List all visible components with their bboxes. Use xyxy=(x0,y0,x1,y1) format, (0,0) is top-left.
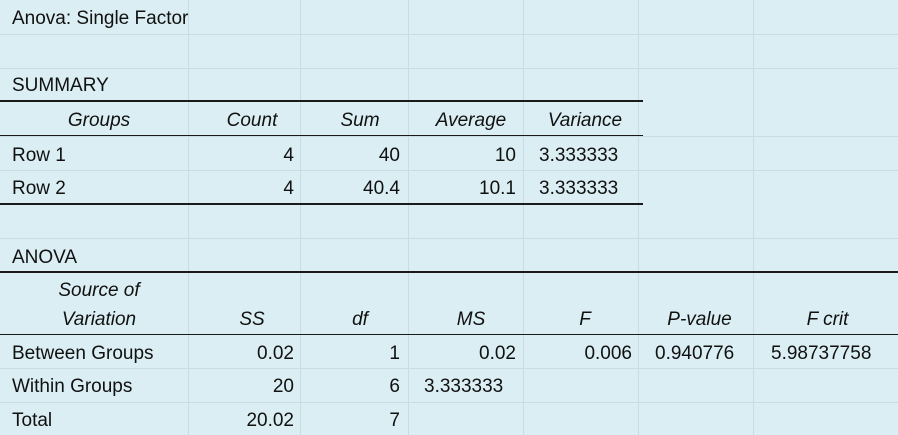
summary-cell: 40 xyxy=(378,145,400,166)
anova-header-rule xyxy=(0,334,898,335)
summary-header-average: Average xyxy=(435,110,507,131)
gridline xyxy=(300,0,301,435)
anova-cell: 3.333333 xyxy=(424,376,504,397)
anova-top-rule xyxy=(0,271,898,273)
anova-header-f: F xyxy=(579,309,591,330)
gridline xyxy=(523,0,524,435)
summary-header-groups: Groups xyxy=(67,110,131,131)
summary-row-label: Row 1 xyxy=(12,145,66,166)
anova-header-df: df xyxy=(352,309,368,330)
summary-cell: 4 xyxy=(283,178,294,199)
gridline xyxy=(638,0,639,435)
summary-cell: 10.1 xyxy=(479,178,516,199)
gridline xyxy=(0,170,898,171)
gridline xyxy=(0,34,898,35)
summary-cell: 10 xyxy=(494,145,516,166)
anova-cell: 7 xyxy=(389,410,400,431)
anova-row-label: Within Groups xyxy=(12,376,133,397)
summary-cell: 3.333333 xyxy=(539,178,619,199)
gridline xyxy=(188,0,189,435)
anova-cell: 0.006 xyxy=(584,343,632,364)
anova-label: ANOVA xyxy=(12,247,78,268)
anova-row-label: Between Groups xyxy=(12,343,154,364)
anova-header-p-value: P-value xyxy=(667,309,732,330)
summary-cell: 4 xyxy=(283,145,294,166)
anova-header-ss: SS xyxy=(239,309,265,330)
gridline xyxy=(0,368,898,369)
anova-header-source-line1: Source of xyxy=(58,280,140,301)
summary-label: SUMMARY xyxy=(12,75,109,96)
gridline xyxy=(753,0,754,435)
gridline xyxy=(0,402,898,403)
summary-header-sum: Sum xyxy=(340,110,380,131)
anova-cell: 6 xyxy=(389,376,400,397)
summary-header-count: Count xyxy=(226,110,278,131)
anova-cell: 0.02 xyxy=(479,343,516,364)
summary-cell: 40.4 xyxy=(363,178,400,199)
sheet-title: Anova: Single Factor xyxy=(12,8,189,29)
anova-cell: 5.98737758 xyxy=(771,343,872,364)
anova-cell: 20 xyxy=(272,376,294,397)
summary-header-variance: Variance xyxy=(547,110,623,131)
anova-header-source-line2: Variation xyxy=(61,309,137,330)
summary-bottom-rule xyxy=(0,203,643,205)
anova-row-label: Total xyxy=(12,410,53,431)
summary-header-rule xyxy=(0,135,643,136)
anova-cell: 1 xyxy=(389,343,400,364)
summary-row-label: Row 2 xyxy=(12,178,66,199)
gridline xyxy=(0,68,898,69)
gridline xyxy=(0,238,898,239)
anova-cell: 20.02 xyxy=(246,410,294,431)
gridline xyxy=(0,136,898,137)
gridline xyxy=(408,0,409,435)
summary-top-rule xyxy=(0,100,643,102)
anova-header-f-crit: F crit xyxy=(806,309,849,330)
anova-cell: 0.940776 xyxy=(655,343,735,364)
summary-cell: 3.333333 xyxy=(539,145,619,166)
anova-cell: 0.02 xyxy=(257,343,294,364)
anova-header-ms: MS xyxy=(456,309,486,330)
